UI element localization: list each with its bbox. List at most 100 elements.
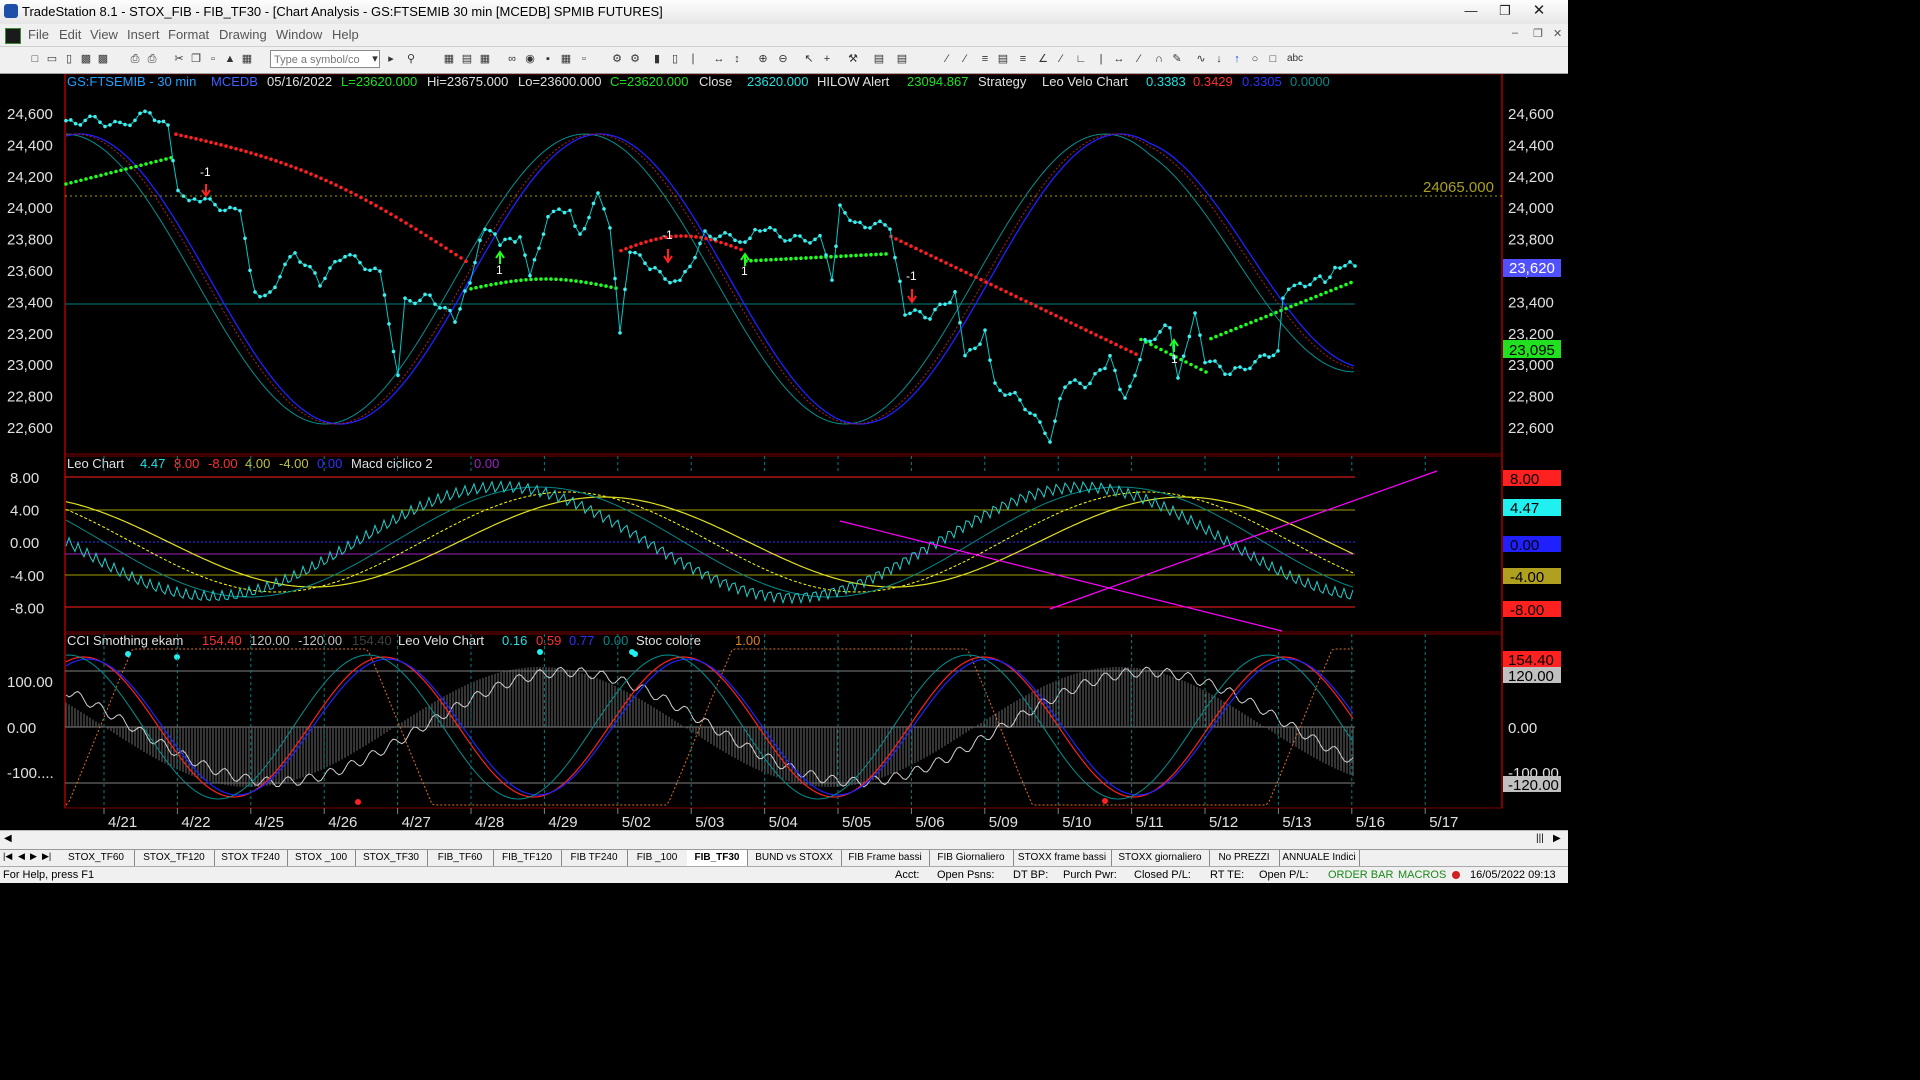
leo-subgraph[interactable] xyxy=(64,455,1503,633)
chart-window-icon[interactable] xyxy=(5,28,21,44)
workspace-tab[interactable]: STOX_TF120 xyxy=(134,850,215,866)
menu-help[interactable]: Help xyxy=(332,27,359,42)
mdi-restore-icon[interactable]: ❐ xyxy=(1533,28,1543,40)
scroll-right-icon[interactable]: ▶ xyxy=(1553,833,1561,844)
chart-scrollbar[interactable]: ◀ ||| ▶ xyxy=(0,830,1568,849)
scroll-track-icon[interactable]: ||| xyxy=(1536,833,1544,844)
tab-nav-first-icon[interactable]: |◀ xyxy=(3,851,13,861)
chart-analysis-window[interactable]: GS:FTSEMIB - 30 min MCEDB 05/16/2022 L=2… xyxy=(0,74,1568,830)
menu-view[interactable]: View xyxy=(90,27,118,42)
workspace-tab[interactable]: FIB Frame bassi xyxy=(841,850,930,866)
line-chart-icon[interactable]: ∣ xyxy=(690,53,696,65)
paste-icon[interactable]: ▫ xyxy=(211,53,215,65)
close-icon[interactable]: ✕ xyxy=(1532,2,1546,19)
mdi-close-icon[interactable]: ✕ xyxy=(1553,28,1563,40)
chart-icon[interactable]: ▦ xyxy=(443,53,455,65)
workspace-tab[interactable]: ANNUALE Indici xyxy=(1279,850,1360,866)
workspace-tab[interactable]: FIB_TF120 xyxy=(493,850,562,866)
scroll-left-icon[interactable]: ◀ xyxy=(4,833,12,844)
pointer-icon[interactable]: ↖ xyxy=(804,53,814,65)
ray-icon[interactable]: ∕ xyxy=(964,53,966,65)
ellipse-icon[interactable]: ○ xyxy=(1251,53,1259,65)
macros-button[interactable]: MACROS xyxy=(1398,869,1447,881)
new-icon[interactable]: □ xyxy=(31,53,39,65)
arrow-lr-icon[interactable]: ↔ xyxy=(1113,53,1125,65)
workspace-tab[interactable]: STOXX giornaliero xyxy=(1111,850,1210,866)
tab-nav-last-icon[interactable]: ▶| xyxy=(42,851,52,861)
expand-icon[interactable]: ↔ xyxy=(713,53,725,65)
curve-icon[interactable]: ∿ xyxy=(1196,53,1206,65)
angle-icon[interactable]: ∠ xyxy=(1038,53,1048,65)
strategy-icon[interactable]: ⚙ xyxy=(630,53,640,65)
mdi-minimize-icon[interactable]: – xyxy=(1512,27,1519,39)
open-folder-icon[interactable]: ▯ xyxy=(65,53,73,65)
lock-icon[interactable]: ▲ xyxy=(224,53,236,65)
indicator-icon[interactable]: ⚙ xyxy=(612,53,622,65)
copy-icon[interactable]: ❐ xyxy=(191,53,201,65)
print-icon[interactable]: ⎙ xyxy=(130,53,140,65)
compress-icon[interactable]: ↕ xyxy=(734,53,740,65)
notes-icon[interactable]: ▤ xyxy=(896,53,908,65)
menu-window[interactable]: Window xyxy=(276,27,323,42)
workspace-tab[interactable]: STOX TF240 xyxy=(214,850,288,866)
workspace-tab[interactable]: STOXX frame bassi xyxy=(1013,850,1112,866)
blue-arrow-up-icon[interactable]: ↑ xyxy=(1234,53,1240,65)
workspace-tab[interactable]: STOX _100 xyxy=(287,850,356,866)
hline-icon[interactable]: ≡ xyxy=(981,53,989,65)
workspace-tab[interactable]: FIB Giornaliero xyxy=(929,850,1014,866)
tab-nav-next-icon[interactable]: ▶ xyxy=(30,851,37,861)
text-tool-icon[interactable]: abc xyxy=(1286,53,1304,64)
radar-icon[interactable]: ◉ xyxy=(525,53,535,65)
workspace-tab[interactable]: STOX_TF60 xyxy=(58,850,135,866)
crosshair-icon[interactable]: + xyxy=(823,53,831,65)
workspace-tab[interactable]: FIB _100 xyxy=(627,850,688,866)
fib-icon[interactable]: ≡ xyxy=(1019,53,1027,65)
pencil-icon[interactable]: ✎ xyxy=(1172,53,1182,65)
arc-icon[interactable]: ∩ xyxy=(1155,53,1163,65)
matrix-icon[interactable]: ▦ xyxy=(560,53,572,65)
candle-icon[interactable]: ▯ xyxy=(671,53,679,65)
menu-format[interactable]: Format xyxy=(168,27,210,42)
minimize-icon[interactable]: — xyxy=(1464,3,1478,18)
zoom-in-icon[interactable]: ⊕ xyxy=(758,53,768,65)
format-icon[interactable]: ▦ xyxy=(241,53,253,65)
workspace-tab[interactable]: STOX_TF30 xyxy=(355,850,428,866)
workspace-tab[interactable]: FIB_TF60 xyxy=(427,850,494,866)
menu-file[interactable]: File xyxy=(28,27,49,42)
go-arrow-icon[interactable]: ▸ xyxy=(388,53,394,65)
price-subgraph[interactable] xyxy=(64,74,1503,455)
trendline-icon[interactable]: ∕ xyxy=(946,53,948,65)
speed-line-icon[interactable]: ∟ xyxy=(1075,53,1087,65)
save-icon[interactable]: ▩ xyxy=(80,53,92,65)
menu-drawing[interactable]: Drawing xyxy=(219,27,267,42)
tools-icon[interactable]: ⚒ xyxy=(848,53,858,65)
workspace-tab[interactable]: No PREZZI xyxy=(1209,850,1280,866)
quote-icon[interactable]: ▤ xyxy=(461,53,473,65)
optionstation-icon[interactable]: ▪ xyxy=(546,53,550,65)
cut-icon[interactable]: ✂ xyxy=(174,53,184,65)
bar-chart-icon[interactable]: ▮ xyxy=(653,53,661,65)
lookup-icon[interactable]: ⚲ xyxy=(406,53,416,65)
data-window-icon[interactable]: ▤ xyxy=(873,53,885,65)
symbol-input[interactable]: Type a symbol/co xyxy=(270,50,380,68)
portfolio-icon[interactable]: ▫ xyxy=(582,53,586,65)
workspace-tab[interactable]: BUND vs STOXX xyxy=(747,850,842,866)
chevron-down-icon[interactable]: ▾ xyxy=(372,53,378,65)
red-arrow-down-icon[interactable]: ↓ xyxy=(1216,53,1222,65)
zoom-out-icon[interactable]: ⊖ xyxy=(778,53,788,65)
grid-icon[interactable]: ▦ xyxy=(479,53,491,65)
save-all-icon[interactable]: ▩ xyxy=(97,53,109,65)
restore-icon[interactable]: ❐ xyxy=(1499,3,1511,18)
workspace-tab[interactable]: FIB_TF30 xyxy=(687,850,748,866)
menu-insert[interactable]: Insert xyxy=(127,27,160,42)
rect-icon[interactable]: ▤ xyxy=(997,53,1009,65)
channel-icon[interactable]: ∕ xyxy=(1138,53,1140,65)
rectangle-icon[interactable]: □ xyxy=(1269,53,1277,65)
andrews-icon[interactable]: ∕ xyxy=(1060,53,1062,65)
scanner-icon[interactable]: ∞ xyxy=(508,53,516,65)
order-bar-button[interactable]: ORDER BAR xyxy=(1328,869,1394,881)
print-preview-icon[interactable]: ⎙ xyxy=(147,53,157,65)
tab-nav-prev-icon[interactable]: ◀ xyxy=(18,851,25,861)
workspace-tab[interactable]: FIB TF240 xyxy=(561,850,628,866)
menu-edit[interactable]: Edit xyxy=(59,27,82,42)
